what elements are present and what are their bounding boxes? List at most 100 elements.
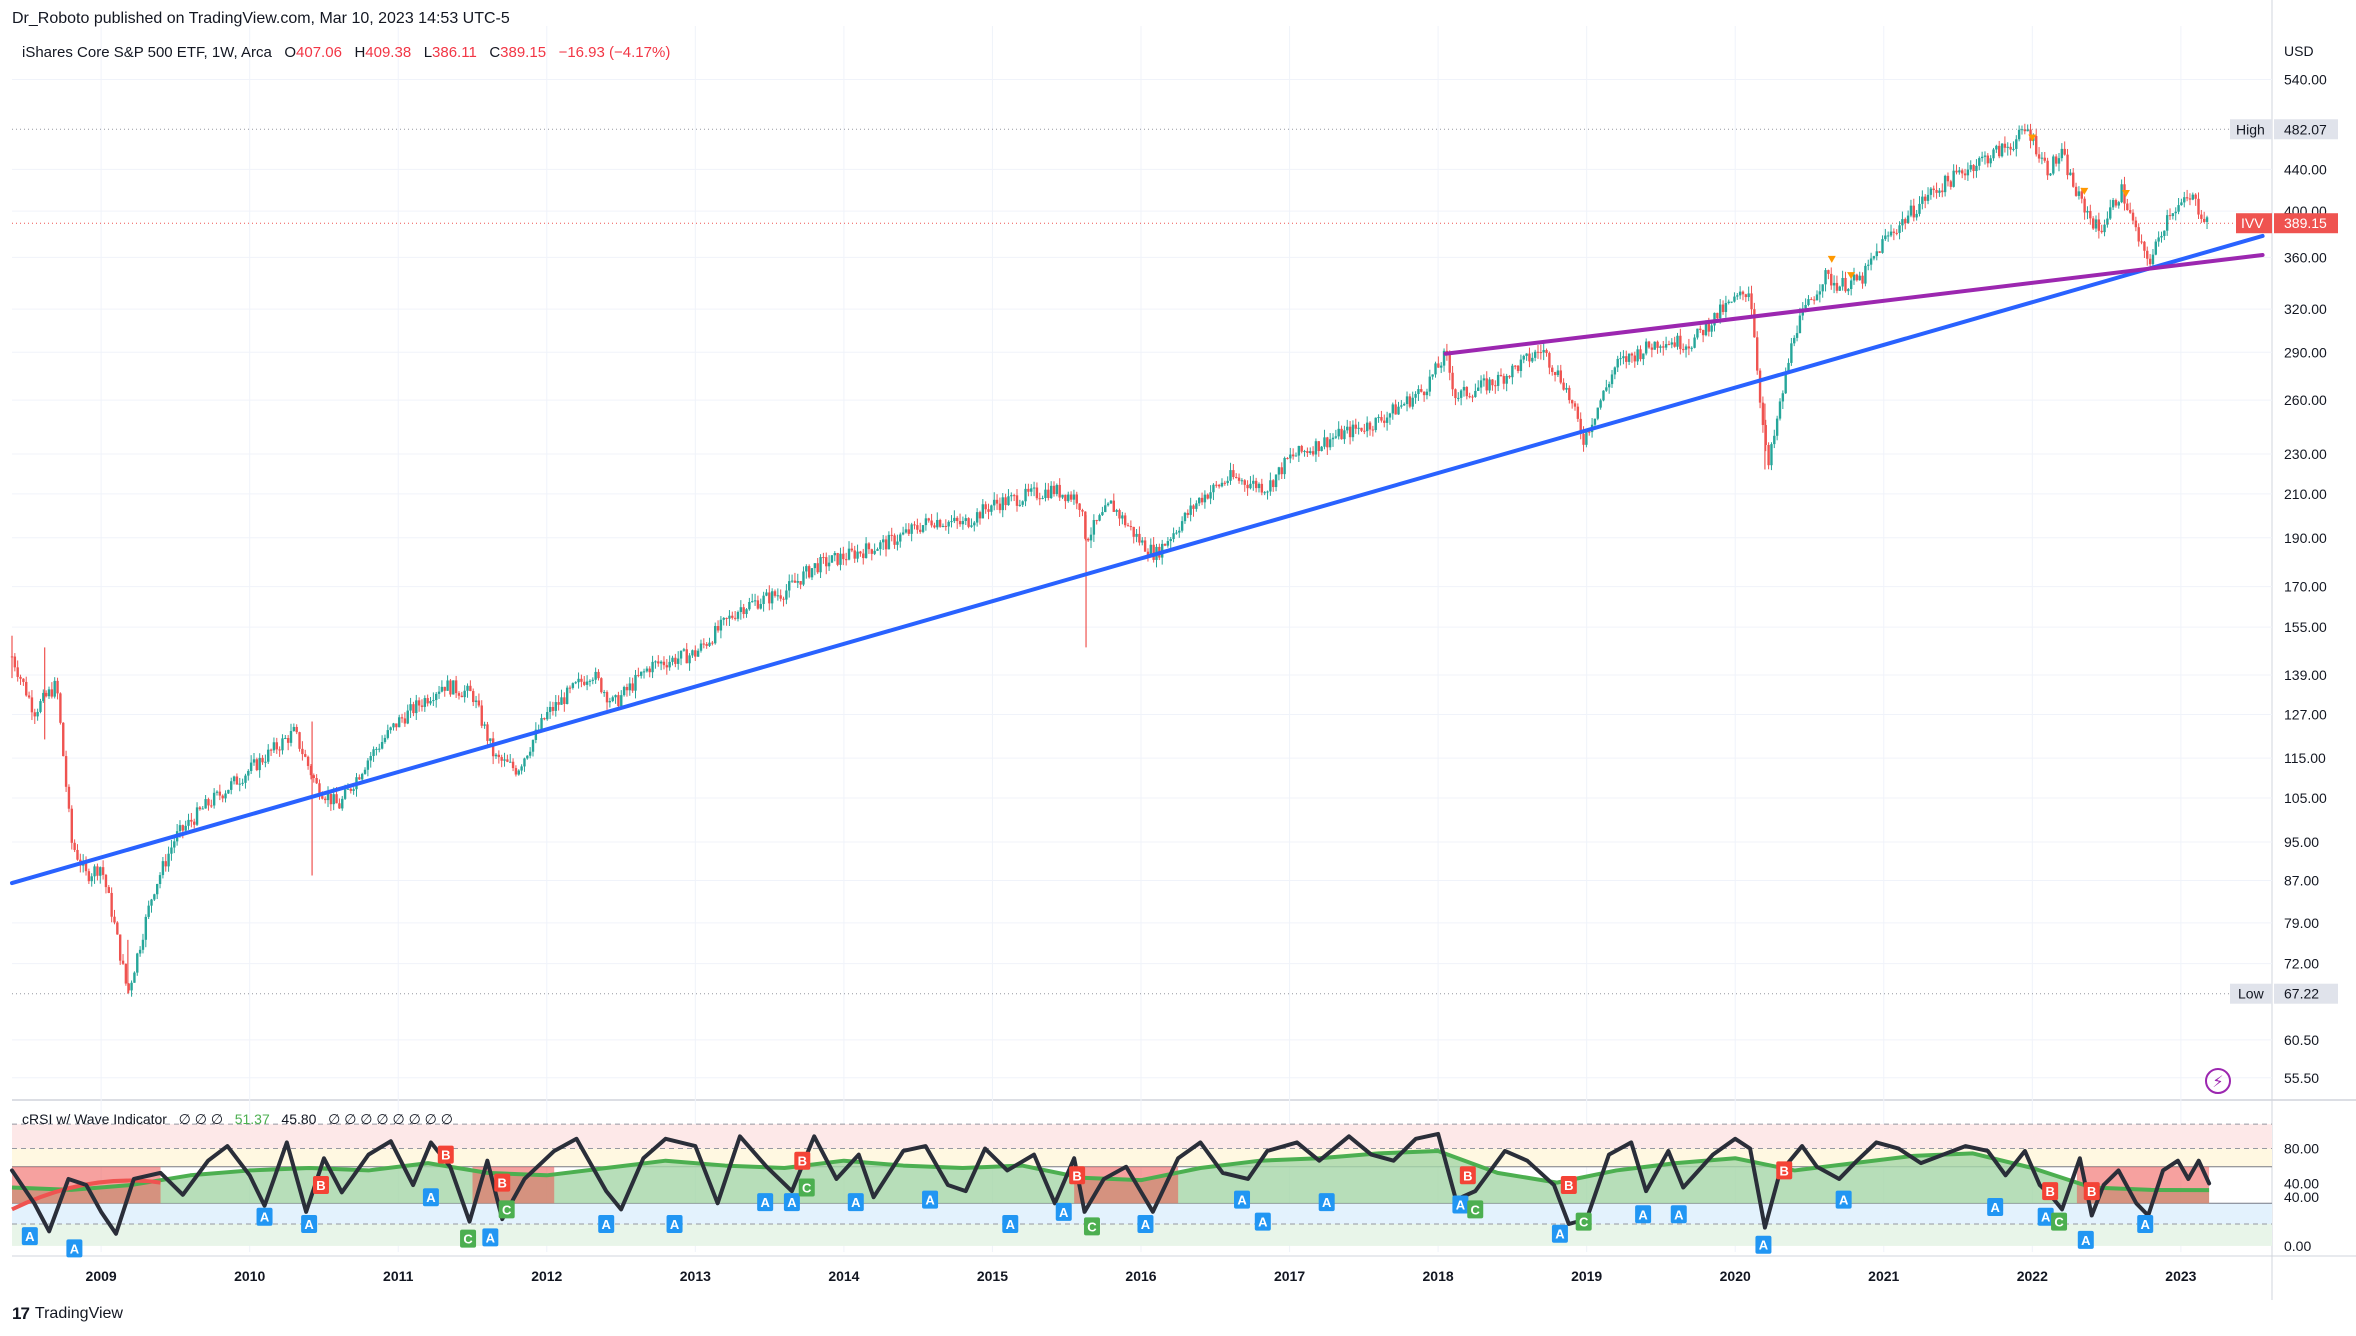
- candle-body: [1078, 503, 1081, 510]
- currency-label: USD: [2284, 43, 2314, 59]
- candle-body: [1593, 418, 1597, 425]
- candle-body: [1291, 454, 1295, 457]
- instrument-name: iShares Core S&P 500 ETF, 1W, Arca: [22, 44, 272, 61]
- time-axis[interactable]: 2009 2010 2011 2012 2013 2014 2015 2016 2017 2018…: [86, 1268, 2197, 1284]
- candle-body: [676, 658, 680, 664]
- candle-body: [674, 657, 677, 664]
- candle-body: [956, 517, 959, 522]
- candle-body: [1548, 353, 1551, 368]
- symbol-legend[interactable]: iShares Core S&P 500 ETF, 1W, Arca O407.…: [22, 44, 670, 61]
- time-tick-label: 2013: [680, 1268, 711, 1284]
- candle-body: [141, 939, 145, 950]
- candle-body: [964, 518, 967, 521]
- candle-body: [244, 775, 247, 783]
- candle-body: [2180, 202, 2183, 206]
- candle-body: [2012, 148, 2015, 150]
- candle-body: [298, 732, 301, 749]
- candle-body: [329, 793, 333, 805]
- ohlc-close-label: C: [489, 44, 501, 61]
- candle-body: [583, 681, 586, 685]
- candle-body: [907, 529, 911, 534]
- indicator-legend[interactable]: cRSI w/ Wave Indicator ∅ ∅ ∅ 51.37 45.80…: [22, 1111, 453, 1128]
- candle-body: [1425, 391, 1429, 396]
- candle-body: [1058, 484, 1061, 498]
- candle-body: [511, 761, 515, 769]
- candle-body: [378, 748, 381, 750]
- candle-body: [2137, 227, 2140, 242]
- candle-body: [215, 791, 219, 793]
- candle-body: [1021, 501, 1024, 505]
- candle-body: [2114, 200, 2118, 206]
- candle-body: [1946, 175, 1950, 182]
- candle-body: [565, 687, 569, 704]
- candle-body: [1451, 372, 1454, 390]
- candle-body: [1653, 341, 1656, 350]
- candle-body: [2160, 235, 2163, 238]
- time-tick-label: 2009: [86, 1268, 117, 1284]
- candle-body: [39, 701, 42, 712]
- candle-body: [2205, 217, 2209, 222]
- signal-label-a: A: [851, 1195, 861, 1210]
- indicator-axis[interactable]: 80.00 40.00 0.00 40.00: [2284, 1141, 2319, 1254]
- candle-body: [896, 541, 899, 545]
- candle-body: [241, 782, 244, 784]
- time-tick-label: 2015: [977, 1268, 1008, 1284]
- candle-body: [807, 566, 811, 578]
- symbol-badge-label: IVV: [2241, 215, 2264, 231]
- candle-body: [1323, 437, 1326, 447]
- candle-body: [1943, 175, 1947, 193]
- candle-body: [301, 748, 304, 755]
- candle-body: [2003, 143, 2007, 148]
- bearish-zone: [1074, 1166, 1179, 1204]
- candle-body: [973, 522, 976, 526]
- candle-body: [625, 686, 629, 691]
- signal-label-bg: [1670, 1205, 1687, 1224]
- signal-label-b: B: [1564, 1178, 1573, 1193]
- candle-body: [753, 600, 757, 602]
- candle-body: [793, 580, 797, 583]
- candle-body: [1647, 341, 1651, 348]
- candle-body: [366, 760, 370, 770]
- lightning-icon[interactable]: ⚡: [2205, 1068, 2231, 1094]
- candle-body: [884, 539, 888, 550]
- price-axis[interactable]: USD540.00440.00400.00360.00320.00290.002…: [2284, 43, 2327, 1086]
- candle-body: [785, 590, 788, 600]
- candle-body: [602, 692, 606, 694]
- candle-body: [1106, 503, 1110, 506]
- candle-body: [881, 539, 885, 543]
- signal-label-c: C: [1471, 1202, 1481, 1217]
- candle-body: [1659, 346, 1662, 348]
- trendlines[interactable]: [10, 233, 2265, 886]
- candle-body: [1998, 145, 2001, 157]
- time-tick-label: 2020: [1720, 1268, 1751, 1284]
- candle-body: [1186, 512, 1190, 515]
- candle-body: [1317, 441, 1320, 452]
- signal-label-a: A: [1237, 1193, 1247, 1208]
- candle-body: [827, 562, 831, 567]
- publisher-line: Dr_Roboto published on TradingView.com, …: [12, 10, 510, 27]
- signal-label-bg: [2083, 1182, 2100, 1201]
- candle-body: [1479, 380, 1483, 388]
- signal-label-a: A: [25, 1229, 35, 1244]
- signal-label-a: A: [1258, 1215, 1268, 1230]
- candle-body: [1952, 170, 1955, 187]
- high-badge-bg: [2230, 119, 2272, 140]
- candle-body: [463, 690, 466, 698]
- time-tick-label: 2019: [1571, 1268, 1602, 1284]
- candle-body: [53, 680, 56, 697]
- candle-body: [335, 794, 338, 804]
- trendline-blue[interactable]: [10, 233, 2265, 886]
- candle-body: [1852, 274, 1856, 281]
- candle-body: [2200, 214, 2203, 219]
- candle-body: [161, 861, 165, 876]
- candle-body: [776, 595, 780, 597]
- trendline-purple[interactable]: [1443, 252, 2265, 356]
- candle-body: [19, 676, 22, 679]
- candle-body: [1391, 404, 1394, 414]
- candle-body: [477, 700, 481, 706]
- candle-body: [249, 762, 253, 771]
- signal-label-a: A: [1839, 1193, 1849, 1208]
- candle-body: [318, 783, 321, 797]
- price-tick-label: 230.00: [2284, 446, 2327, 462]
